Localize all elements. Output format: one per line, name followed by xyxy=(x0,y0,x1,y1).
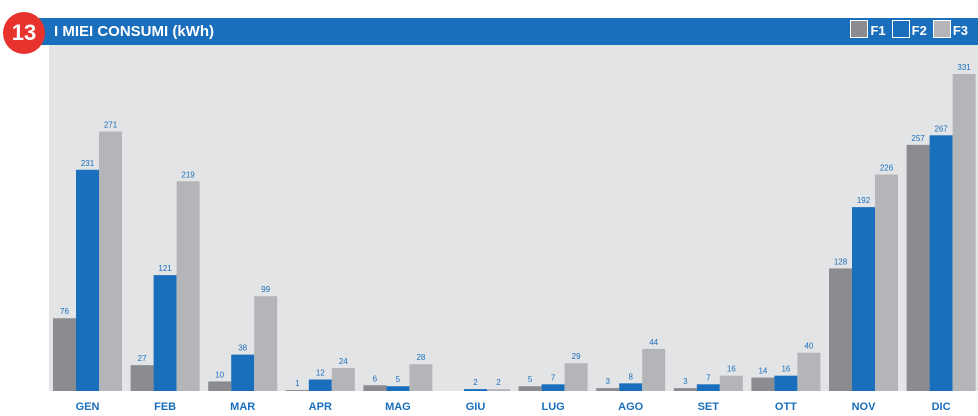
data-label-f2-mar: 38 xyxy=(238,344,247,353)
x-tick-label-apr: APR xyxy=(309,401,332,413)
data-label-f3-nov: 226 xyxy=(880,164,894,173)
x-tick-label-lug: LUG xyxy=(541,401,564,413)
bar-f3-apr xyxy=(331,368,355,391)
x-tick-label-ott: OTT xyxy=(775,401,797,413)
x-tick-label-set: SET xyxy=(698,401,720,413)
data-label-f3-mar: 99 xyxy=(261,285,270,294)
bar-f2-lug xyxy=(541,384,565,391)
x-tick-label-gen: GEN xyxy=(76,401,100,413)
data-label-f1-feb: 27 xyxy=(138,354,147,363)
x-tick-label-giu: GIU xyxy=(466,401,486,413)
legend: F1 F2 F3 xyxy=(848,20,968,38)
data-label-f2-ago: 8 xyxy=(628,372,633,381)
bar-f1-feb xyxy=(130,365,154,391)
data-label-f3-ago: 44 xyxy=(649,338,658,347)
data-label-f1-nov: 128 xyxy=(834,257,848,266)
bar-f2-apr xyxy=(308,379,332,391)
bar-f1-ott xyxy=(751,377,775,391)
bar-f3-ott xyxy=(797,352,821,391)
legend-item-f3: F3 xyxy=(932,20,968,38)
bar-f1-nov xyxy=(829,268,852,391)
bar-f2-ott xyxy=(774,375,798,391)
bar-f1-dic xyxy=(906,144,930,391)
bar-f1-gen xyxy=(53,318,76,391)
bar-f2-giu xyxy=(464,389,487,391)
data-label-f2-set: 7 xyxy=(706,373,711,382)
data-label-f3-set: 16 xyxy=(727,365,736,374)
bar-f1-mag xyxy=(363,385,387,391)
legend-swatch-f3 xyxy=(932,20,951,38)
bar-f3-mar xyxy=(254,296,278,391)
data-label-f1-mar: 10 xyxy=(215,370,224,379)
bar-f2-nov xyxy=(852,207,875,391)
bar-f1-set xyxy=(673,388,697,391)
bar-f1-mar xyxy=(208,381,232,391)
data-label-f1-ago: 3 xyxy=(605,377,610,386)
x-tick-label-nov: NOV xyxy=(852,401,877,413)
x-tick-label-ago: AGO xyxy=(618,401,644,413)
data-label-f1-set: 3 xyxy=(683,377,688,386)
data-label-f2-giu: 2 xyxy=(473,378,478,387)
chart-title: I MIEI CONSUMI (kWh) xyxy=(54,23,214,40)
data-label-f2-ott: 16 xyxy=(781,365,790,374)
bar-f2-mag xyxy=(386,386,410,391)
legend-swatch-f1 xyxy=(850,20,869,38)
section-number-badge: 13 xyxy=(3,12,45,54)
data-label-f1-ott: 14 xyxy=(758,367,767,376)
x-tick-label-mag: MAG xyxy=(385,401,411,413)
data-label-f1-lug: 5 xyxy=(528,375,533,384)
bar-f2-mar xyxy=(231,354,255,391)
data-label-f3-feb: 219 xyxy=(181,170,195,179)
data-label-f3-giu: 2 xyxy=(496,378,501,387)
data-label-f3-lug: 29 xyxy=(572,352,581,361)
bar-f2-ago xyxy=(619,383,643,391)
x-tick-label-feb: FEB xyxy=(154,401,176,413)
data-label-f2-gen: 231 xyxy=(81,159,95,168)
data-label-f2-mag: 5 xyxy=(396,375,401,384)
bar-f3-lug xyxy=(564,363,588,391)
data-label-f3-apr: 24 xyxy=(339,357,348,366)
legend-label-f3: F3 xyxy=(952,23,968,38)
x-tick-label-mar: MAR xyxy=(230,401,255,413)
bar-f1-ago xyxy=(596,388,620,391)
bar-f3-dic xyxy=(952,74,976,391)
data-label-f2-apr: 12 xyxy=(316,369,325,378)
legend-swatch-f2 xyxy=(891,20,910,38)
data-label-f1-gen: 76 xyxy=(60,307,69,316)
legend-label-f2: F2 xyxy=(911,23,927,38)
data-label-f3-mag: 28 xyxy=(416,353,425,362)
data-label-f2-dic: 267 xyxy=(934,124,948,133)
bar-f2-gen xyxy=(76,169,99,391)
data-label-f3-dic: 331 xyxy=(957,63,971,72)
bar-f3-nov xyxy=(875,174,898,391)
bar-f3-set xyxy=(719,375,743,391)
data-label-f2-nov: 192 xyxy=(857,196,871,205)
bar-f3-giu xyxy=(487,389,510,391)
legend-item-f1: F1 xyxy=(850,20,886,38)
bar-f3-feb xyxy=(176,181,200,391)
data-label-f1-dic: 257 xyxy=(911,134,925,143)
bar-f1-lug xyxy=(518,386,542,391)
data-label-f3-ott: 40 xyxy=(804,342,813,351)
bar-f3-gen xyxy=(99,131,122,392)
plot-area xyxy=(49,45,978,391)
bar-f3-ago xyxy=(642,348,666,391)
data-label-f3-gen: 271 xyxy=(104,120,118,129)
data-label-f2-lug: 7 xyxy=(551,373,556,382)
bar-f2-set xyxy=(696,384,720,391)
header-bar xyxy=(14,18,978,45)
data-label-f2-feb: 121 xyxy=(158,264,172,273)
bar-f2-dic xyxy=(929,135,953,391)
data-label-f1-apr: 1 xyxy=(295,379,300,388)
bar-f2-feb xyxy=(153,275,177,391)
bar-f3-mag xyxy=(409,364,433,391)
data-label-f1-mag: 6 xyxy=(373,374,378,383)
x-tick-label-dic: DIC xyxy=(932,401,951,413)
legend-item-f2: F2 xyxy=(891,20,927,38)
legend-label-f1: F1 xyxy=(870,23,886,38)
bar-f1-apr xyxy=(285,390,309,391)
